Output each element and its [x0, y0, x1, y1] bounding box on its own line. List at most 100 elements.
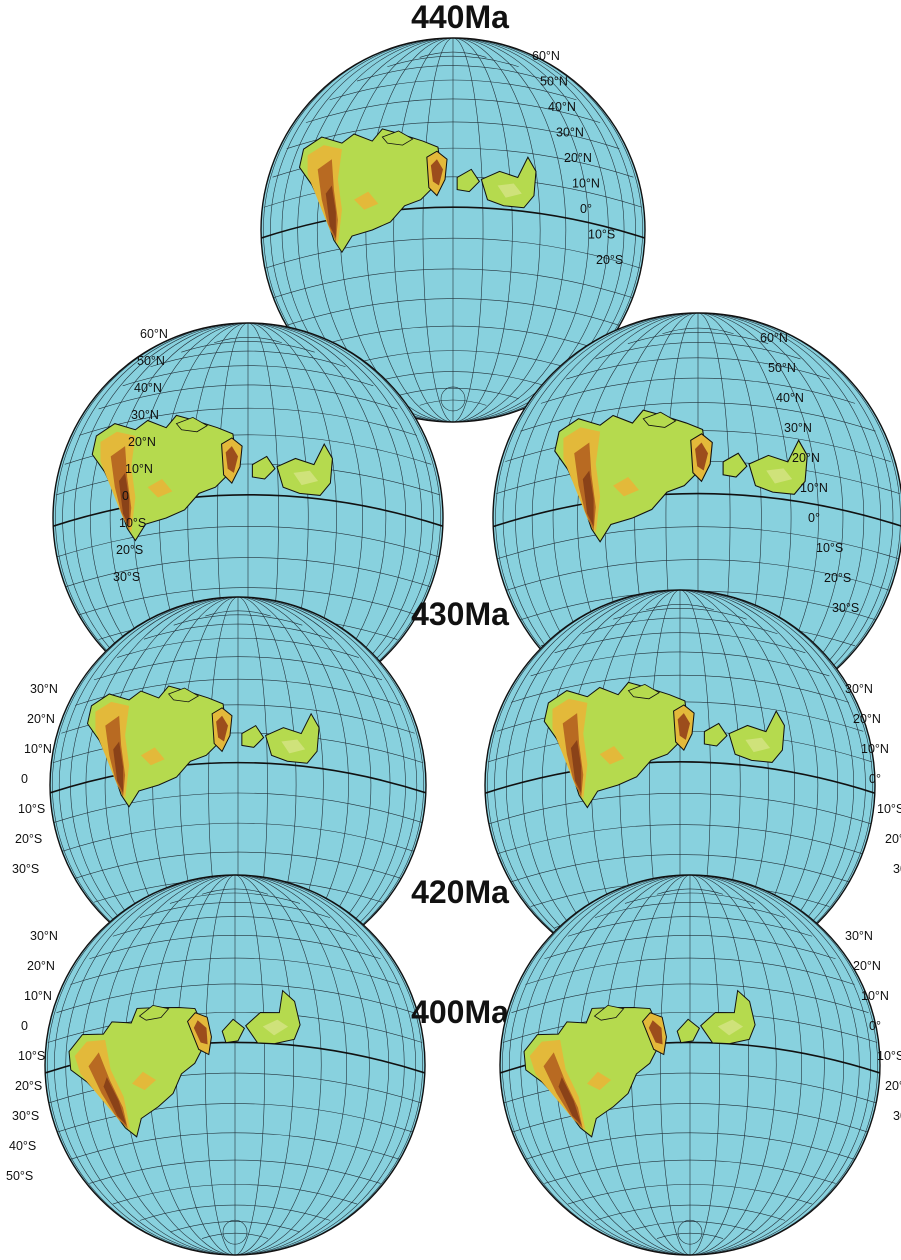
parallel-line [502, 1012, 878, 1043]
parallel-line [201, 888, 269, 895]
globe-panel-p400L: 30°N 20°N 10°N 0 10°S 20°S 30°S 40°S 50°S 400Ma [6, 874, 509, 1256]
latitude-label: 10°N [861, 989, 889, 1003]
parallel-line [511, 1103, 869, 1133]
latitude-label: 0° [808, 511, 820, 525]
meridian-line [52, 597, 424, 973]
parallel-line [93, 656, 383, 681]
parallel-line [544, 935, 836, 960]
latitude-label: 20°S [596, 253, 623, 267]
latitude-label: 10°S [18, 1049, 45, 1063]
parallel-line [656, 1232, 724, 1239]
latitude-label: 40°N [548, 100, 576, 114]
parallel-line [286, 298, 620, 326]
meridian-line [508, 875, 872, 1255]
parallel-line [272, 268, 634, 299]
parallel-line [624, 1221, 756, 1233]
parallel-line [387, 55, 519, 68]
latitude-label: 50°N [540, 75, 568, 89]
latitude-label: 0° [869, 1019, 881, 1033]
latitude-label: 30°S [893, 862, 901, 876]
latitude-label: 10°S [877, 802, 901, 816]
latitude-label: 30°N [131, 408, 159, 422]
latitude-label: 10°N [861, 742, 889, 756]
meridian-line [665, 313, 731, 723]
parallel-line [530, 651, 830, 677]
parallel-line [511, 674, 849, 703]
parallel-line [47, 1012, 423, 1043]
parallel-line [112, 916, 358, 937]
parallel-line [205, 610, 271, 617]
age-title: 400Ma [411, 994, 509, 1030]
meridian-line [505, 590, 855, 980]
globe-outline [499, 874, 881, 1256]
globe-outline [44, 874, 426, 1256]
latitude-label: 30°S [12, 862, 39, 876]
latitude-label: 50°N [768, 361, 796, 375]
meridian-line [204, 875, 266, 1255]
latitude-label: 50°N [137, 354, 165, 368]
latitude-label: 20°S [15, 832, 42, 846]
parallel-line [55, 463, 441, 496]
latitude-label: 10°N [125, 462, 153, 476]
meridian-line [552, 313, 844, 723]
latitude-label: 60°N [760, 331, 788, 345]
latitude-label: 60°N [532, 49, 560, 63]
parallel-line [70, 1132, 400, 1160]
parallel-line [52, 732, 424, 764]
meridian-line [263, 38, 643, 422]
latitude-label: 40°N [134, 381, 162, 395]
meridian-line [270, 38, 636, 422]
latitude-label: 20°N [792, 451, 820, 465]
meridian-line [502, 313, 894, 723]
latitude-label: 30°N [30, 682, 58, 696]
meridian-line [53, 875, 417, 1255]
meridian-line [565, 590, 795, 980]
meridian-line [104, 597, 372, 973]
parallel-line [214, 337, 282, 344]
latitude-label: 30°S [893, 1109, 901, 1123]
latitude-label: 30°S [12, 1109, 39, 1123]
parallel-line [112, 1184, 358, 1205]
parallel-line [75, 851, 401, 879]
equator-line [261, 206, 645, 239]
parallel-line [143, 623, 333, 640]
parallel-line [79, 407, 417, 436]
parallel-line [487, 793, 873, 825]
meridian-line [422, 38, 484, 422]
latitude-label: 20°S [116, 543, 143, 557]
equator-line [53, 494, 443, 527]
parallel-line [150, 350, 346, 368]
parallel-line [567, 1184, 813, 1205]
parallel-line [544, 1159, 836, 1184]
parallel-line [70, 957, 400, 985]
parallel-line [305, 98, 601, 123]
parallel-line [419, 51, 487, 58]
latitude-label: 0 [21, 1019, 28, 1033]
parallel-line [525, 957, 855, 985]
graticule [261, 38, 645, 422]
parallel-line [594, 1204, 786, 1221]
parallel-line [511, 983, 869, 1013]
parallel-line [52, 792, 424, 824]
parallel-line [56, 983, 414, 1013]
latitude-label: 20°S [885, 832, 901, 846]
meridian-line [208, 597, 268, 973]
meridian-line [494, 590, 866, 980]
parallel-line [75, 678, 401, 706]
meridian-line [187, 323, 309, 713]
latitude-label: 20°N [27, 959, 55, 973]
meridian-line [73, 323, 423, 713]
parallel-line [582, 617, 778, 635]
meridian-line [62, 323, 434, 713]
latitude-label: 30°N [784, 421, 812, 435]
latitude-label: 20°S [824, 571, 851, 585]
meridian-line [89, 323, 407, 713]
meridian-line [659, 875, 721, 1255]
parallel-line [89, 935, 381, 960]
parallel-line [662, 327, 734, 335]
parallel-line [567, 916, 813, 937]
parallel-line [263, 176, 643, 208]
parallel-line [356, 65, 550, 82]
latitude-label: 10°S [588, 228, 615, 242]
latitude-label: 20°N [27, 712, 55, 726]
